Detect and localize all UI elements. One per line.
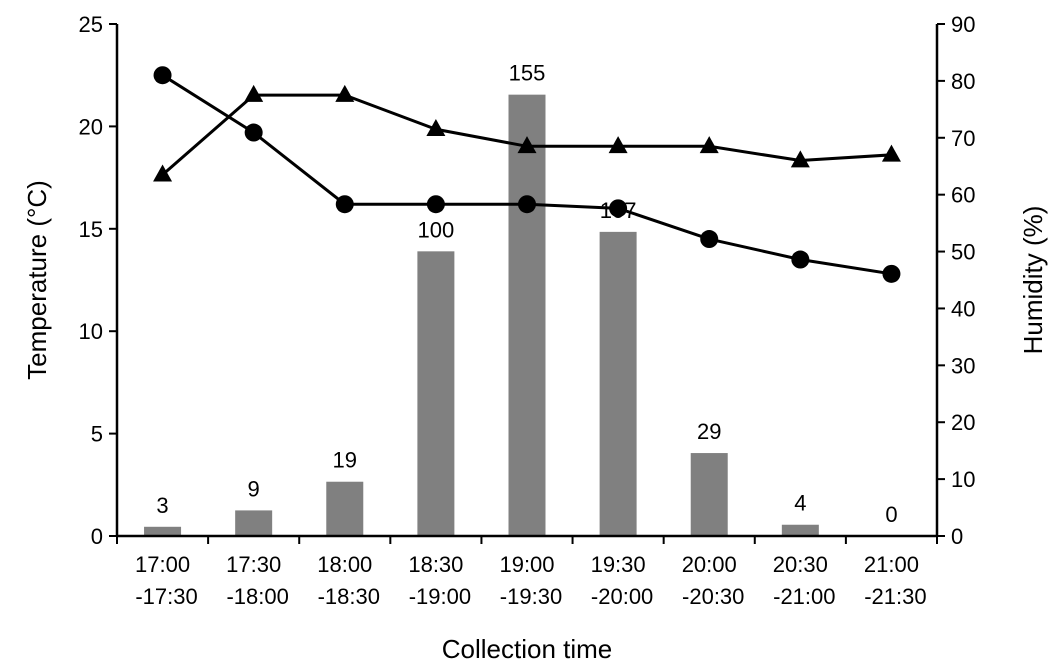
y-axis-title-left: Temperature (°C) xyxy=(22,180,52,380)
circle-marker xyxy=(426,195,445,214)
y-tick-label-right: 0 xyxy=(951,524,963,549)
triangle-marker xyxy=(881,144,901,162)
y-tick-label-right: 10 xyxy=(951,467,975,492)
y-axis-title-right: Humidity (%) xyxy=(1018,206,1048,355)
circle-marker xyxy=(609,199,628,218)
y-tick-label-right: 30 xyxy=(951,353,975,378)
circle-marker xyxy=(791,250,810,269)
bar xyxy=(690,453,728,536)
y-tick-label-left: 10 xyxy=(79,319,103,344)
plot-frame xyxy=(115,24,939,538)
y-tick-label-right: 20 xyxy=(951,410,975,435)
triangle-marker xyxy=(153,164,173,182)
lines xyxy=(153,66,901,283)
y-tick-label-left: 5 xyxy=(91,422,103,447)
x-tick-label: 17:30 xyxy=(226,552,281,577)
triangle-marker xyxy=(244,84,264,102)
y-tick-label-right: 70 xyxy=(951,126,975,151)
bar xyxy=(781,524,819,536)
y-tick-label-right: 40 xyxy=(951,296,975,321)
x-axis-title: Collection time xyxy=(442,634,613,664)
x-tick-label: -19:30 xyxy=(500,584,562,609)
x-tick-label: 19:00 xyxy=(499,552,554,577)
bar-data-label: 9 xyxy=(248,476,260,501)
triangle-marker xyxy=(426,119,446,137)
x-tick-label: -19:00 xyxy=(409,584,471,609)
x-tick-label: -18:30 xyxy=(318,584,380,609)
triangle-marker xyxy=(335,84,355,102)
x-tick-label: 19:30 xyxy=(591,552,646,577)
y-tick-label-left: 0 xyxy=(91,524,103,549)
bar-data-label: 4 xyxy=(794,491,806,516)
x-tick-label: -18:00 xyxy=(226,584,288,609)
circle-marker xyxy=(700,230,719,249)
x-tick-label: -20:30 xyxy=(682,584,744,609)
y-tick-label-left: 15 xyxy=(79,217,103,242)
x-tick-label: -21:30 xyxy=(864,584,926,609)
triangle-marker xyxy=(608,136,628,154)
bar-data-label: 19 xyxy=(333,448,357,473)
circle-marker xyxy=(153,66,172,85)
x-tick-label: 18:30 xyxy=(408,552,463,577)
x-tick-label: -17:30 xyxy=(135,584,197,609)
circle-marker xyxy=(518,195,536,214)
y-tick-label-left: 20 xyxy=(79,114,103,139)
bar xyxy=(235,510,273,536)
x-tick-label: -20:00 xyxy=(591,584,653,609)
bar-data-label: 29 xyxy=(697,419,721,444)
x-tick-label: 20:30 xyxy=(773,552,828,577)
bar-data-label: 3 xyxy=(156,493,168,518)
bar xyxy=(144,526,182,536)
bars xyxy=(144,94,819,536)
bar-data-label: 155 xyxy=(509,61,546,86)
x-tick-label: 21:00 xyxy=(864,552,919,577)
x-tick-label: 17:00 xyxy=(135,552,190,577)
bar-data-label: 0 xyxy=(885,502,897,527)
triangle-marker xyxy=(790,150,810,168)
circle-marker xyxy=(244,123,263,142)
y-tick-label-right: 80 xyxy=(951,69,975,94)
y-tick-label-left: 25 xyxy=(79,12,103,37)
y-tick-label-right: 50 xyxy=(951,240,975,265)
x-tick-label: -21:00 xyxy=(773,584,835,609)
y-tick-label-right: 60 xyxy=(951,183,975,208)
bar xyxy=(417,251,455,536)
bar-data-label: 100 xyxy=(418,217,455,242)
triangle-marker xyxy=(517,136,537,154)
circle-marker xyxy=(882,264,901,283)
bar xyxy=(326,481,364,536)
triangle-marker xyxy=(699,136,719,154)
x-tick-label: 18:00 xyxy=(317,552,372,577)
x-tick-labels: 17:00 -17:30 17:30 -18:00 18:00 -18:30 18:30 -1… xyxy=(135,552,927,609)
x-tick-label: 20:00 xyxy=(682,552,737,577)
bar xyxy=(508,94,546,536)
y-tick-label-right: 90 xyxy=(951,12,975,37)
circle-marker xyxy=(335,195,354,214)
bar xyxy=(599,231,637,536)
